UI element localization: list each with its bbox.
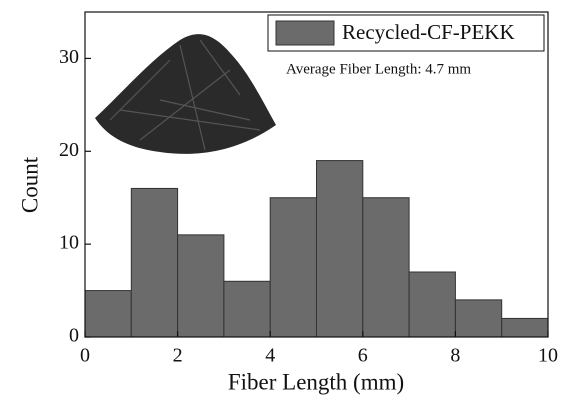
x-axis-label: Fiber Length (mm) xyxy=(228,369,404,394)
bar xyxy=(409,272,455,337)
x-tick-label: 0 xyxy=(80,345,90,367)
legend-swatch xyxy=(276,21,334,45)
y-tick-label: 10 xyxy=(59,232,79,254)
bar xyxy=(224,281,270,337)
legend-label: Recycled-CF-PEKK xyxy=(342,20,515,44)
x-tick-label: 8 xyxy=(450,345,460,367)
annotation: Average Fiber Length: 4.7 mm xyxy=(286,61,471,77)
x-tick-label: 2 xyxy=(173,345,183,367)
y-axis-label: Count xyxy=(17,156,42,213)
bar xyxy=(85,291,131,337)
fiber-photo xyxy=(95,34,276,154)
y-tick-label: 20 xyxy=(59,139,79,161)
bar xyxy=(270,198,316,337)
bar xyxy=(455,300,501,337)
x-tick-label: 10 xyxy=(538,345,558,367)
bar xyxy=(502,318,548,337)
y-tick-label: 0 xyxy=(69,325,79,347)
x-tick-label: 4 xyxy=(265,345,275,367)
bar xyxy=(317,161,363,337)
bar xyxy=(178,235,224,337)
bar xyxy=(363,198,409,337)
x-tick-label: 6 xyxy=(358,345,368,367)
bar xyxy=(131,188,177,337)
y-tick-label: 30 xyxy=(59,46,79,68)
chart: Count Fiber Length (mm) Average Fiber Le… xyxy=(0,0,571,401)
